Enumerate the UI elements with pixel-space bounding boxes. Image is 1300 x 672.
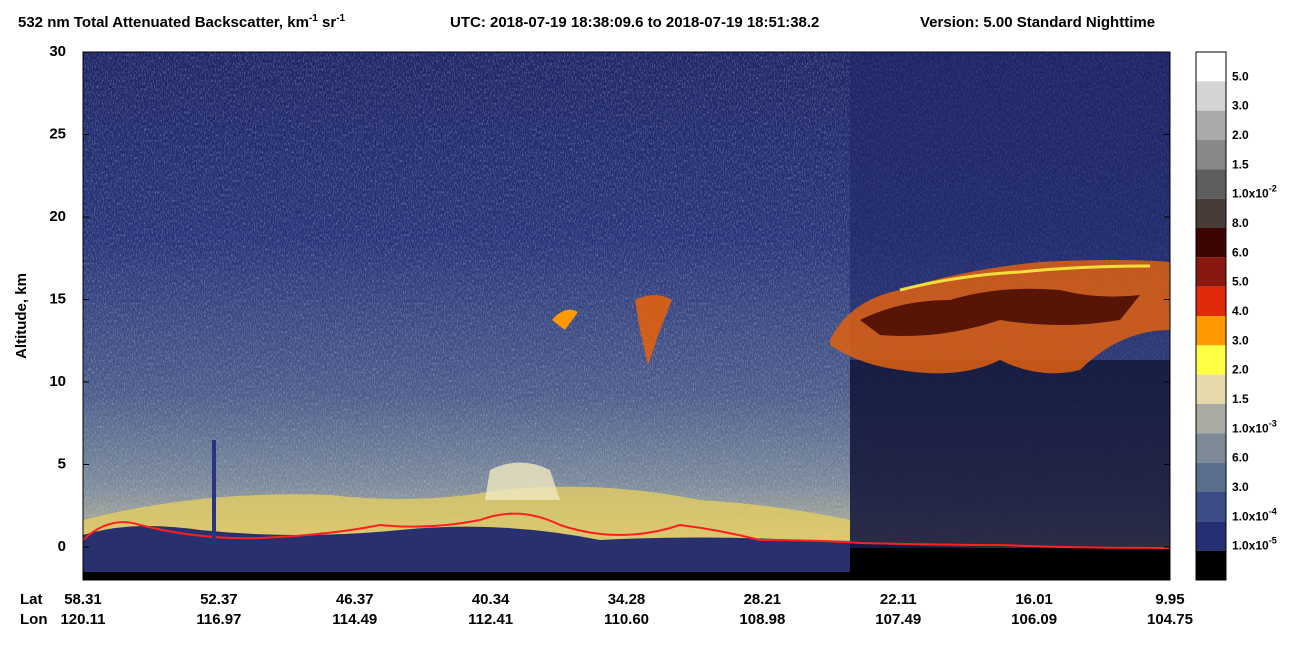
colorbar-label: 1.0x10-4 [1232,507,1277,524]
colorbar-label: 1.0x10-5 [1232,536,1277,553]
colorbar-swatch [1196,257,1226,287]
colorbar-label: 6.0 [1232,246,1249,260]
lon-label: 108.98 [739,611,785,628]
x-row-label: Lat [20,591,43,608]
colorbar-swatch [1196,462,1226,492]
colorbar-swatch [1196,374,1226,404]
colorbar-label-exponent: -4 [1269,507,1277,517]
colorbar-label-exponent: -2 [1269,184,1277,194]
y-tick-label: 20 [49,208,66,225]
colorbar-swatch [1196,140,1226,170]
y-tick-label: 10 [49,373,66,390]
lat-label: 9.95 [1155,591,1184,608]
colorbar-label: 3.0 [1232,480,1249,494]
lat-label: 28.21 [744,591,782,608]
colorbar-label-base: 5.0 [1232,275,1249,289]
colorbar-label: 4.0 [1232,304,1249,318]
lat-label: 58.31 [64,591,102,608]
colorbar-label: 8.0 [1232,216,1249,230]
lat-label: 52.37 [200,591,238,608]
colorbar-label-base: 3.0 [1232,480,1249,494]
lon-label: 120.11 [60,611,105,628]
colorbar-swatch [1196,521,1226,551]
colorbar-label-base: 1.0x10 [1232,422,1269,436]
colorbar-label-base: 4.0 [1232,304,1249,318]
colorbar-label: 3.0 [1232,99,1249,113]
title-main: 532 nm Total Attenuated Backscatter, km-… [18,13,346,31]
lat-label: 46.37 [336,591,374,608]
colorbar-label-base: 1.5 [1232,392,1249,406]
title-version: Version: 5.00 Standard Nighttime [920,14,1155,31]
colorbar-label-base: 2.0 [1232,128,1249,142]
colorbar-swatch [1196,228,1226,258]
colorbar-swatch [1196,198,1226,228]
colorbar-label-base: 5.0 [1232,70,1249,84]
colorbar-label-base: 3.0 [1232,99,1249,113]
colorbar-label-base: 6.0 [1232,451,1249,465]
lon-label: 114.49 [332,611,377,628]
colorbar-label-base: 1.5 [1232,158,1249,172]
y-axis-label: Altitude, km [13,273,30,359]
colorbar-swatch [1196,110,1226,140]
colorbar-frame [1195,51,1227,581]
colorbar-swatch [1196,81,1226,111]
y-tick-label: 25 [49,125,66,142]
colorbar-label: 5.0 [1232,70,1249,84]
colorbar-swatch [1196,404,1226,434]
colorbar-label-base: 6.0 [1232,246,1249,260]
colorbar-swatch [1196,550,1226,580]
colorbar-swatch [1196,169,1226,199]
lon-label: 106.09 [1011,611,1057,628]
colorbar-label: 2.0 [1232,128,1249,142]
colorbar-label: 6.0 [1232,451,1249,465]
colorbar-label: 1.5 [1232,158,1249,172]
colorbar-swatch [1196,286,1226,316]
colorbar-label-base: 8.0 [1232,216,1249,230]
colorbar-label-base: 1.0x10 [1232,510,1269,524]
colorbar-swatch [1196,345,1226,375]
y-tick-label: 0 [58,538,66,555]
lon-label: 107.49 [875,611,921,628]
colorbar-label: 1.5 [1232,392,1249,406]
colorbar-label-base: 1.0x10 [1232,539,1269,553]
title: 532 nm Total Attenuated Backscatter, km-… [18,13,1155,31]
colorbar-swatch [1196,52,1226,82]
lon-label: 116.97 [196,611,241,628]
y-tick-label: 15 [49,290,66,307]
lat-label: 34.28 [608,591,646,608]
lon-label: 104.75 [1147,611,1193,628]
lat-label: 40.34 [472,591,510,608]
x-row-label: Lon [20,611,48,628]
lon-label: 112.41 [468,611,513,628]
colorbar-label-exponent: -3 [1269,419,1277,429]
y-tick-label: 30 [49,43,66,60]
colorbar-swatch [1196,492,1226,522]
colorbar-swatch [1196,433,1226,463]
colorbar-swatch [1196,316,1226,346]
lat-label: 16.01 [1015,591,1053,608]
colorbar-label: 5.0 [1232,275,1249,289]
lat-label: 22.11 [880,591,917,608]
y-tick-label: 5 [58,455,66,472]
title-utc: UTC: 2018-07-19 18:38:09.6 to 2018-07-19… [450,14,819,31]
colorbar-label: 3.0 [1232,334,1249,348]
backscatter-image [83,52,1170,580]
colorbar-label-base: 2.0 [1232,363,1249,377]
colorbar-label-base: 1.0x10 [1232,187,1269,201]
colorbar-label: 1.0x10-3 [1232,419,1277,436]
lon-label: 110.60 [604,611,649,628]
colorbar-label-base: 3.0 [1232,334,1249,348]
colorbar-label: 1.0x10-2 [1232,184,1277,201]
colorbar-label-exponent: -5 [1269,536,1277,546]
colorbar-label: 2.0 [1232,363,1249,377]
